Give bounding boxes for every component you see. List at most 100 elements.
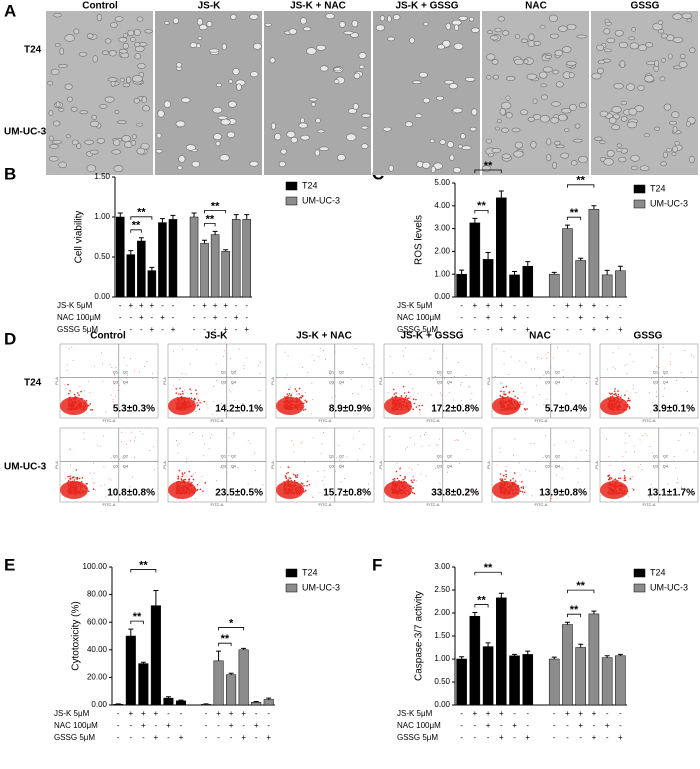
event-dot [184, 472, 186, 474]
y-tick-label: 2.50 [434, 585, 450, 594]
event-dot [88, 490, 90, 492]
event-dot [79, 478, 81, 480]
flow-plot: Q1Q2Q3Q4FITC-API-A13.1±1.7% [594, 428, 698, 507]
cell [158, 110, 165, 117]
event-dot [188, 481, 189, 482]
cell [493, 75, 499, 79]
cell [617, 148, 623, 151]
legend-label: UM-UC-3 [650, 582, 688, 592]
cell [631, 166, 637, 170]
error-bar [512, 271, 517, 274]
event-dot [510, 479, 512, 481]
treatment-label: GSSG 5μM [397, 733, 438, 742]
event-dot [214, 401, 215, 402]
y-tick-label: 5.00 [434, 178, 450, 187]
event-dot [89, 392, 90, 393]
event-dot [620, 477, 622, 479]
event-dot [449, 392, 450, 393]
treatment-label: NAC 100μM [397, 313, 441, 322]
event-dot [608, 392, 609, 393]
panel-label: D [4, 329, 16, 348]
event-dot [624, 477, 626, 479]
error-bar [552, 657, 557, 659]
quadrant-label: Q4 [555, 379, 561, 384]
y-tick-label: 1.00 [434, 654, 450, 663]
event-dot [84, 390, 85, 391]
event-dot [369, 367, 370, 368]
treatment-sign: + [499, 301, 504, 310]
event-dot [76, 469, 78, 471]
legend-swatch [286, 584, 297, 592]
cell [250, 72, 258, 77]
cell [287, 131, 295, 137]
treatment-sign: + [592, 301, 597, 310]
cell [281, 149, 287, 154]
micrograph [591, 93, 698, 175]
treatment-sign: - [180, 709, 183, 718]
event-dot [182, 474, 184, 476]
event-dot [586, 383, 587, 384]
cell [56, 102, 60, 107]
event-cluster [600, 397, 628, 415]
event-dot [534, 443, 535, 444]
cell [515, 142, 523, 148]
event-dot [497, 465, 498, 466]
micrograph [591, 11, 698, 93]
treatment-sign: - [205, 733, 208, 742]
cell [495, 127, 499, 130]
event-dot [207, 407, 208, 408]
bar [126, 636, 136, 705]
y-tick-label: 1.00 [434, 269, 450, 278]
treatment-sign: - [224, 313, 227, 322]
event-dot [203, 455, 204, 456]
event-dot [204, 482, 206, 484]
treatment-sign: + [150, 325, 155, 334]
cell [132, 135, 136, 139]
cell [143, 106, 150, 112]
cell [123, 83, 130, 87]
treatment-sign: + [525, 733, 530, 742]
error-bar [244, 215, 249, 220]
cell [361, 126, 368, 129]
treatment-sign: - [526, 313, 529, 322]
cell [661, 34, 668, 38]
cell [59, 162, 67, 168]
bar [251, 702, 261, 705]
apoptosis-rate: 13.1±1.7% [647, 488, 695, 499]
event-dot [364, 358, 365, 359]
event-dot [306, 485, 308, 487]
event-dot [418, 405, 420, 407]
event-dot [539, 394, 540, 395]
event-dot [102, 381, 103, 382]
cell [145, 29, 153, 33]
cell [380, 16, 385, 22]
event-dot [178, 393, 180, 395]
y-tick-label: 20.00 [87, 673, 108, 682]
event-dot [438, 444, 439, 445]
treatment-sign: - [553, 709, 556, 718]
event-dot [624, 394, 626, 396]
event-dot [453, 400, 454, 401]
cell [383, 127, 392, 131]
cell [176, 63, 181, 68]
cell [376, 25, 385, 31]
quadrant-label: Q3 [113, 463, 119, 468]
cell [561, 153, 569, 158]
event-dot [522, 387, 523, 388]
quadrant-label: Q4 [447, 463, 453, 468]
quadrant-label: Q1 [545, 453, 551, 458]
treatment-sign: - [217, 733, 220, 742]
event-dot [642, 435, 643, 436]
event-dot [417, 464, 418, 465]
error-bar [552, 272, 557, 274]
quadrant-label: Q3 [221, 379, 227, 384]
y-tick-label: 3.00 [434, 562, 450, 571]
treatment-sign: + [592, 709, 597, 718]
cell [135, 54, 141, 59]
event-dot [500, 390, 502, 392]
event-dot [144, 366, 145, 367]
cell [687, 19, 692, 22]
event-dot [608, 456, 609, 457]
event-dot [325, 359, 326, 360]
axis-label: PI-A [486, 377, 491, 385]
